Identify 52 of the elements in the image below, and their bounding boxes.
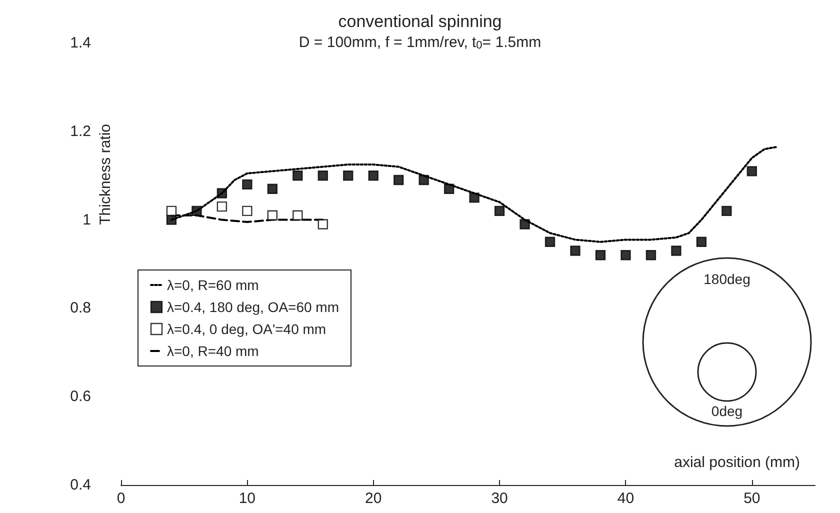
point — [671, 246, 682, 256]
point — [267, 210, 278, 220]
point — [544, 236, 556, 247]
x-tick-label: 40 — [617, 490, 634, 507]
chart-subtitle: D = 100mm, f = 1mm/rev, t0= 1.5mm — [298, 34, 542, 52]
x-tick-label: 0 — [116, 490, 126, 507]
annotation: 0deg — [711, 403, 743, 419]
point — [746, 166, 758, 176]
point — [570, 246, 580, 256]
point — [216, 188, 228, 198]
point — [696, 236, 707, 247]
point — [318, 170, 328, 181]
x-tick-label: 30 — [491, 490, 508, 507]
legend-label: λ=0.4, 180 deg, OA=60 mm — [167, 299, 339, 315]
concentric-circles-diagram: 180deg 0deg — [641, 256, 813, 428]
point — [292, 210, 303, 220]
y-tick-label: 0.6 — [70, 388, 91, 406]
legend-label: λ=0, R=40 mm — [167, 343, 259, 359]
point — [520, 219, 530, 230]
x-axis-title: axial position (mm) — [674, 454, 800, 471]
point — [646, 250, 656, 260]
point — [722, 206, 732, 216]
point — [318, 219, 328, 230]
x-tick-label: 20 — [365, 490, 382, 507]
annotation: 180deg — [704, 271, 750, 287]
x-tick-label: 10 — [238, 490, 256, 507]
y-axis-title: Thickness ratio — [97, 124, 114, 225]
point — [192, 206, 202, 216]
point — [216, 201, 228, 212]
legend-label: λ=0, R=60 mm — [167, 277, 259, 293]
chart-title: conventional spinning — [338, 12, 502, 31]
point — [242, 206, 252, 216]
point — [444, 184, 454, 194]
point — [242, 179, 252, 190]
y-tick-label: 1 — [82, 211, 91, 228]
point — [595, 250, 606, 260]
point — [494, 206, 505, 216]
y-tick-label: 0.4 — [70, 476, 91, 494]
y-tick-label: 1.4 — [70, 34, 91, 52]
point — [292, 170, 303, 181]
x-tick-label: 50 — [744, 490, 760, 507]
point — [343, 170, 354, 181]
point — [469, 192, 480, 203]
point — [166, 206, 177, 216]
point — [418, 174, 429, 186]
point — [368, 170, 378, 181]
y-tick-label: 0.8 — [70, 300, 91, 317]
point — [394, 174, 404, 186]
point — [620, 250, 631, 260]
point — [267, 184, 278, 194]
legend-label: λ=0.4, 0 deg, OA'=40 mm — [167, 321, 326, 337]
y-tick-label: 1.2 — [70, 122, 91, 140]
